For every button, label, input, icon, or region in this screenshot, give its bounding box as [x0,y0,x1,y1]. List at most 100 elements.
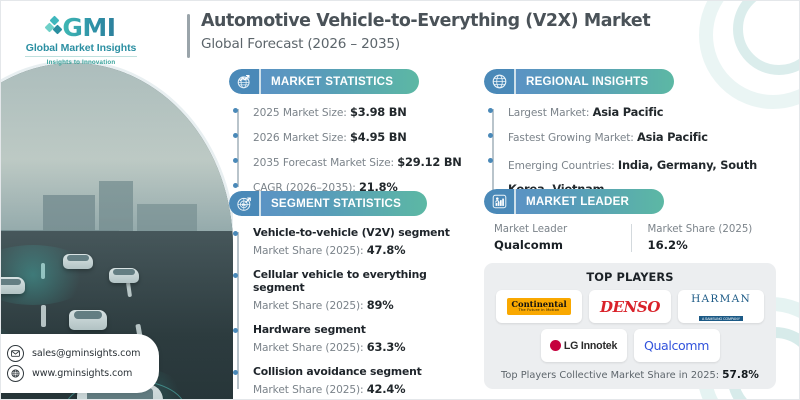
top-players-footer-value: 57.8% [722,369,759,381]
logo-divider [25,56,137,57]
contact-website-row[interactable]: www.gminsights.com [7,365,149,382]
list-item: Fastest Growing Market: Asia Pacific [487,128,784,146]
top-players-footer-label: Top Players Collective Market Share in 2… [501,370,723,381]
region-label: Largest Market: [508,107,593,119]
list-item: Largest Market: Asia Pacific [487,103,784,121]
stat-value: 21.8% [359,180,398,194]
market-leader-badge: MARKET LEADER [484,189,664,214]
segment-title: Cellular vehicle to everything segment [253,268,427,294]
segment-statistics-badge-label: SEGMENT STATISTICS [259,191,428,216]
market-leader-label: Market Leader [494,224,568,235]
player-logo-denso[interactable]: DENSO [589,290,671,323]
contact-email-text: sales@gminsights.com [32,348,141,359]
segment-statistics-badge: SEGMENT STATISTICS [229,191,428,216]
stat-label: 2025 Market Size: [253,107,350,119]
contact-email-row[interactable]: sales@gminsights.com [7,345,149,362]
lg-dot-icon [549,340,561,351]
region-label: Emerging Countries: [508,160,618,172]
segment-value: 42.4% [366,382,406,396]
segment-statistics-section: SEGMENT STATISTICS Vehicle-to-vehicle (V… [229,191,477,399]
regional-insights-badge-label: REGIONAL INSIGHTS [514,69,675,94]
stat-label: 2035 Forecast Market Size: [253,157,398,169]
list-item: Collision avoidance segment Market Share… [232,365,477,398]
regional-insights-badge: REGIONAL INSIGHTS [484,69,675,94]
player-logo-continental[interactable]: Continental The Future in Motion [496,290,582,323]
gmi-logo[interactable]: GMI Global Market Insights Insights to I… [15,15,147,66]
segment-value: 63.3% [366,340,406,354]
market-share-value: 16.2% [647,238,688,252]
segment-label: Market Share (2025): [253,245,367,257]
lg-innotek-logo: LG Innotek [549,339,618,352]
stat-value: $29.12 BN [397,155,462,169]
logo-company-name: Global Market Insights [25,42,137,54]
top-players-row-1: Continental The Future in Motion DENSO H… [494,290,766,323]
segment-value: 47.8% [366,243,406,257]
player-logo-harman[interactable]: HARMAN A SAMSUNG COMPANY [678,290,764,323]
regional-insights-section: REGIONAL INSIGHTS Largest Market: Asia P… [484,69,784,208]
market-statistics-badge: MARKET STATISTICS [229,69,420,94]
header-accent-bar [187,14,190,58]
page-subtitle: Global Forecast (2026 – 2035) [201,36,400,53]
market-leader-name-cell: Market Leader Qualcomm [494,224,631,252]
player-logo-lg-innotek[interactable]: LG Innotek [540,329,627,362]
envelope-icon [7,345,24,362]
segment-title: Vehicle-to-vehicle (V2V) segment [253,226,450,239]
stat-value: $4.95 BN [350,130,407,144]
market-leader-details: Market Leader Qualcomm Market Share (202… [484,224,784,252]
region-value: Asia Pacific [637,130,708,144]
logo-wordmark: GMI [62,13,116,42]
segment-title: Collision avoidance segment [253,365,422,378]
top-players-title: TOP PLAYERS [586,270,674,284]
regional-insights-list: Largest Market: Asia Pacific Fastest Gro… [484,103,784,201]
denso-logo: DENSO [599,297,661,316]
lg-innotek-logo-text: LG Innotek [563,339,618,352]
top-players-panel: TOP PLAYERS Continental The Future in Mo… [484,263,776,389]
globe-icon [484,69,514,94]
page-title: Automotive Vehicle-to-Everything (V2X) M… [201,11,651,31]
list-item: Hardware segment Market Share (2025): 63… [232,323,477,356]
region-value: Asia Pacific [592,105,664,119]
region-label: Fastest Growing Market: [508,132,638,144]
market-leader-badge-label: MARKET LEADER [514,189,664,214]
segment-label: Market Share (2025): [253,342,367,354]
market-leader-section: MARKET LEADER Market Leader Qualcomm Mar… [484,189,784,252]
target-arrow-icon [229,191,259,216]
globe-chart-icon [229,69,259,94]
diamond-icon [44,15,63,40]
top-players-row-2: LG Innotek Qualcomm [494,329,766,362]
market-statistics-badge-label: MARKET STATISTICS [259,69,420,94]
market-leader-share-cell: Market Share (2025) 16.2% [630,224,785,252]
market-statistics-section: MARKET STATISTICS 2025 Market Size: $3.9… [229,69,469,203]
market-share-label: Market Share (2025) [647,224,753,235]
segment-label: Market Share (2025): [253,300,367,312]
continental-logo: Continental The Future in Motion [507,298,571,315]
globe-icon [7,365,24,382]
stat-value: $3.98 BN [350,105,407,119]
list-item: Cellular vehicle to everything segment M… [232,268,477,314]
segment-label: Market Share (2025): [253,384,367,396]
market-leader-value: Qualcomm [494,238,563,252]
list-item: 2035 Forecast Market Size: $29.12 BN [232,153,469,171]
contact-website-text: www.gminsights.com [32,368,133,379]
harman-logo: HARMAN A SAMSUNG COMPANY [691,289,751,325]
contact-panel: sales@gminsights.com www.gminsights.com [1,334,159,393]
logo-tagline: Insights to Innovation [46,59,116,66]
continental-logo-text: Continental [511,299,567,310]
top-players-footer: Top Players Collective Market Share in 2… [494,369,766,381]
harman-logo-text: HARMAN [691,292,751,305]
list-item: 2025 Market Size: $3.98 BN [232,103,469,121]
continental-logo-sub: The Future in Motion [518,308,560,313]
hero-image-shape [1,63,233,399]
podium-chart-icon [484,189,514,214]
list-item: 2026 Market Size: $4.95 BN [232,128,469,146]
segment-statistics-list: Vehicle-to-vehicle (V2V) segment Market … [229,226,477,398]
header: Automotive Vehicle-to-Everything (V2X) M… [187,11,783,58]
list-item: Vehicle-to-vehicle (V2V) segment Market … [232,226,477,259]
segment-value: 89% [366,298,394,312]
market-statistics-list: 2025 Market Size: $3.98 BN 2026 Market S… [229,103,469,196]
player-logo-qualcomm[interactable]: Qualcomm [633,329,720,362]
segment-title: Hardware segment [253,323,366,336]
decorative-arc-top-right-inner [733,1,799,75]
harman-logo-sub: A SAMSUNG COMPANY [699,316,743,321]
